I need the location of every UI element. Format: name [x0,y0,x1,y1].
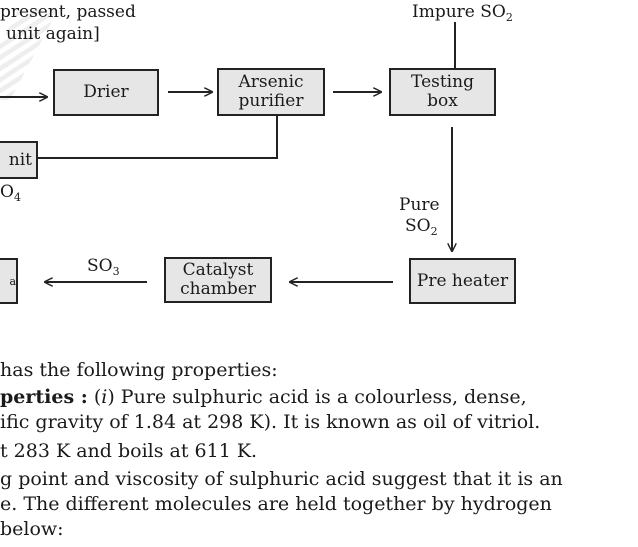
pre-heater-box: Pre heater [409,258,516,304]
so3-label: SO3 [87,256,120,278]
note-line-2: unit again] [6,24,100,44]
line-arsenic-unit [38,116,278,159]
text-line-1: has the following properties: [0,359,278,381]
text-line-6: e. The different molecules are held toge… [0,493,552,515]
catalyst-chamber-box: Catalyst chamber [164,257,272,303]
pure-so2-label: SO2 [405,216,438,238]
impure-so2-label: Impure SO2 [412,2,513,24]
note-line-1: present, passed [0,2,136,22]
text-line-4: t 283 K and boils at 611 K. [0,440,258,462]
arsenic-purifier-box: Arsenic purifier [217,68,325,116]
drier-label: Drier [83,82,129,102]
pure-label: Pure [399,195,440,215]
left-box-partial: a [0,258,18,304]
drier-box: Drier [53,69,159,116]
testing-box: Testing box [389,68,496,116]
text-line-7: below: [0,518,64,540]
unit-box-partial: nit [0,141,38,179]
text-line-2: perties : (i) Pure sulphuric acid is a c… [0,386,527,408]
text-line-5: g point and viscosity of sulphuric acid … [0,468,563,490]
text-line-3: ific gravity of 1.84 at 298 K). It is kn… [0,411,541,433]
unit-sub-label: O4 [0,182,21,204]
